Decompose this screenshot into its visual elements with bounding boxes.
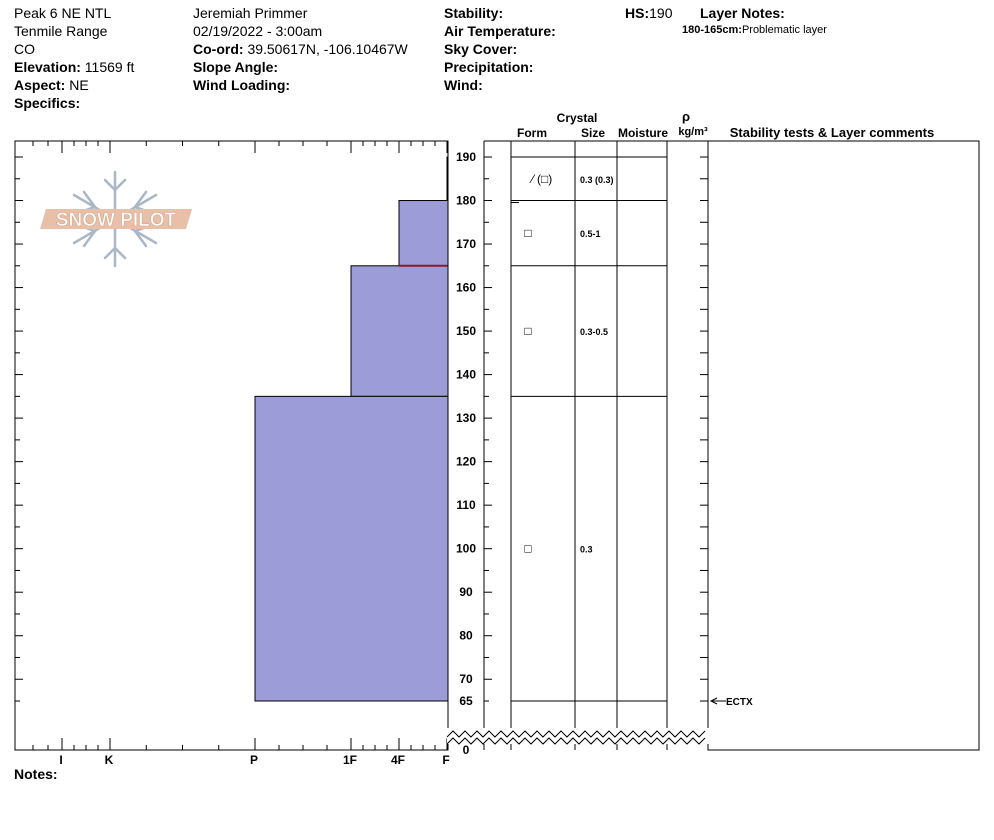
depth-label-0: 0 <box>463 743 470 757</box>
depth-label-70: 70 <box>459 672 473 686</box>
layer-form-0: ⁄ (□) <box>529 172 553 186</box>
depth-label-110: 110 <box>456 498 476 512</box>
layer-size-1: 0.5-1 <box>580 229 601 239</box>
snowpilot-logo: SNOW PILOT <box>40 170 192 268</box>
precipitation-label: Precipitation: <box>444 59 534 75</box>
specifics-label: Specifics: <box>14 95 81 111</box>
elevation-value: 11569 ft <box>84 59 135 75</box>
hardness-label-P: P <box>250 753 258 767</box>
specifics-row: Specifics: <box>14 94 134 112</box>
observation-datetime: 02/19/2022 - 3:00am <box>193 23 323 39</box>
stability-test-label-0: ECTX <box>726 697 753 708</box>
size-header: Size <box>581 126 605 140</box>
logo-text: SNOW PILOT <box>56 210 177 231</box>
layer-size-0: 0.3 (0.3) <box>580 175 614 185</box>
depth-label-100: 100 <box>456 542 476 556</box>
hardness-bar-3 <box>254 395 448 702</box>
depth-label-160: 160 <box>456 281 476 295</box>
stability-tests-header: Stability tests & Layer comments <box>730 125 934 140</box>
depth-label-180: 180 <box>456 194 476 208</box>
depth-axis: 190 180 170 160 150 140 130 120 110 100 90 80 70 65 0 <box>15 150 708 757</box>
coord-row: Co-ord: 39.50617N, -106.10467W <box>193 40 408 58</box>
logo-banner <box>40 209 192 229</box>
depth-label-190: 190 <box>456 150 476 164</box>
location-name: Peak 6 NE NTL <box>14 5 112 21</box>
stability-label: Stability: <box>444 5 504 21</box>
aspect-label: Aspect: <box>14 77 66 93</box>
state-name: CO <box>14 41 35 57</box>
crystal-table-rows: ⁄ (□) 0.3 (0.3) □ 0.5-1 □ 0.3-0.5 □ 0.3 <box>511 156 667 702</box>
aspect-row: Aspect: NE <box>14 76 134 94</box>
depth-label-120: 120 <box>456 455 476 469</box>
density-unit-header: kg/m³ <box>678 126 708 138</box>
coord-value: 39.50617N, -106.10467W <box>247 41 408 57</box>
layer-note-range: 180-165cm: <box>682 24 742 36</box>
elevation-label: Elevation: <box>14 59 81 75</box>
stability-tests: ECTX <box>709 697 753 708</box>
depth-label-170: 170 <box>456 237 476 251</box>
hardness-plot-frame <box>14 140 449 751</box>
wind-label: Wind: <box>444 77 483 93</box>
axis-break-zigzag-lower <box>446 737 706 745</box>
hardness-label-1F: 1F <box>343 753 357 767</box>
header-col3: Stability: Air Temperature: Sky Cover: P… <box>444 4 556 94</box>
header-col1: Peak 6 NE NTL Tenmile Range CO Elevation… <box>14 4 134 112</box>
notes-label: Notes: <box>14 766 58 782</box>
observer-name: Jeremiah Primmer <box>193 5 308 21</box>
arrow-head-icon <box>709 697 718 705</box>
elevation-row: Elevation: 11569 ft <box>14 58 134 76</box>
axis-break-zigzag-upper <box>446 730 706 738</box>
hardness-label-K: K <box>105 753 114 767</box>
wind-loading-row: Wind Loading: <box>193 76 408 94</box>
hardness-label-I: I <box>59 753 62 767</box>
hardness-bar-2 <box>350 265 448 397</box>
moisture-header: Moisture <box>618 126 668 140</box>
layer-form-1: □ <box>524 226 531 240</box>
layer-notes-heading: Layer Notes: <box>700 4 785 22</box>
layer-note: 180-165cm:Problematic layer <box>682 23 827 37</box>
form-header: Form <box>517 126 547 140</box>
wind-loading-label: Wind Loading: <box>193 77 291 93</box>
hardness-label-4F: 4F <box>391 753 405 767</box>
hardness-bars <box>254 156 448 702</box>
coord-label: Co-ord: <box>193 41 244 57</box>
stability-comments-box <box>707 140 980 751</box>
layer-size-2: 0.3-0.5 <box>580 327 608 337</box>
depth-label-130: 130 <box>456 411 476 425</box>
depth-label-140: 140 <box>456 368 476 382</box>
slope-row: Slope Angle: <box>193 58 408 76</box>
layer-form-3: □ <box>524 542 531 556</box>
depth-label-65: 65 <box>459 694 473 708</box>
hardness-label-F: F <box>442 753 449 767</box>
depth-label-80: 80 <box>459 629 473 643</box>
range-name: Tenmile Range <box>14 23 108 39</box>
crystal-header: Crystal <box>557 111 598 125</box>
hs-value: 190 <box>649 5 673 21</box>
layer-form-2: □ <box>524 324 531 338</box>
hs-label: HS: <box>625 5 650 21</box>
aspect-value: NE <box>69 77 89 93</box>
hs-row: HS:190 <box>625 4 672 22</box>
rho-header: ρ <box>682 109 690 124</box>
depth-label-150: 150 <box>456 324 476 338</box>
depth-label-90: 90 <box>459 585 473 599</box>
layer-notes-label: Layer Notes: <box>700 5 785 21</box>
slope-label: Slope Angle: <box>193 59 279 75</box>
layer-size-3: 0.3 <box>580 545 593 555</box>
sky-cover-label: Sky Cover: <box>444 41 518 57</box>
header-col2: Jeremiah Primmer 02/19/2022 - 3:00am Co-… <box>193 4 408 94</box>
layer-note-text: Problematic layer <box>741 24 827 36</box>
air-temp-label: Air Temperature: <box>444 23 556 39</box>
hardness-bar-1 <box>398 200 448 267</box>
